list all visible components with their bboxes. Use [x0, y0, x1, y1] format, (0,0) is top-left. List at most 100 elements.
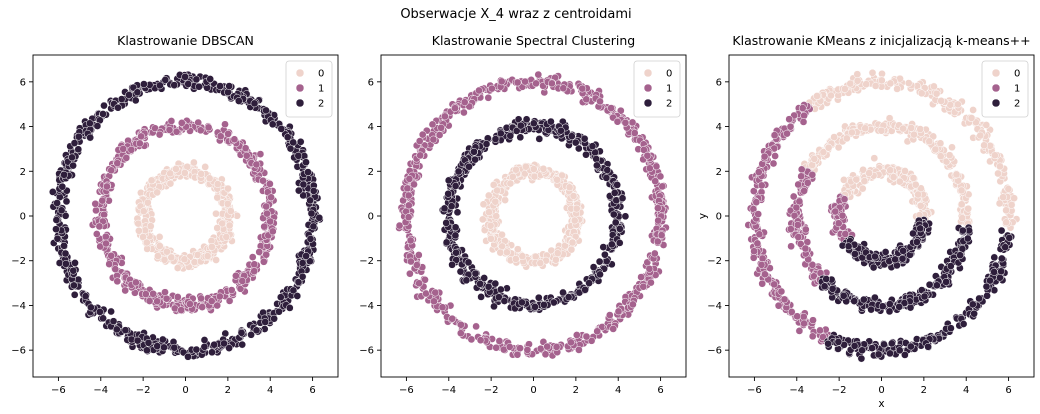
data-point-cluster-1: [755, 230, 764, 239]
data-point-cluster-1: [267, 193, 275, 202]
data-point-cluster-0: [496, 248, 505, 257]
data-point-cluster-1: [216, 132, 225, 141]
data-point-cluster-2: [891, 255, 899, 264]
data-point-cluster-1: [431, 288, 440, 297]
data-point-cluster-2: [294, 151, 303, 160]
data-point-cluster-1: [532, 79, 540, 88]
data-point-cluster-0: [952, 170, 961, 179]
data-point-cluster-1: [801, 244, 810, 253]
data-point-cluster-1: [630, 129, 639, 137]
data-point-cluster-1: [794, 233, 803, 241]
chart-panel-1: Klastrowanie DBSCAN−6 −4 −2 0 2 4 6−6−4−202460…: [11, 33, 339, 396]
data-point-cluster-2: [613, 181, 622, 189]
data-point-cluster-2: [309, 222, 318, 231]
data-point-cluster-2: [315, 213, 324, 222]
data-point-cluster-2: [946, 262, 955, 270]
data-point-cluster-0: [813, 92, 821, 100]
data-point-cluster-1: [795, 327, 804, 335]
x-tick-label: 0: [182, 385, 188, 396]
data-point-cluster-2: [482, 140, 491, 148]
data-point-cluster-2: [74, 132, 83, 141]
data-point-cluster-2: [547, 117, 555, 126]
data-point-cluster-2: [880, 340, 888, 349]
data-point-cluster-2: [307, 209, 316, 218]
data-point-cluster-2: [153, 342, 162, 350]
data-point-cluster-1: [838, 211, 847, 220]
data-point-cluster-1: [165, 126, 174, 134]
data-point-cluster-0: [899, 124, 907, 133]
data-point-cluster-2: [609, 210, 618, 219]
legend-marker-1: [295, 83, 305, 93]
data-point-cluster-0: [1004, 185, 1013, 193]
data-point-cluster-1: [513, 350, 522, 359]
data-point-cluster-2: [86, 133, 95, 142]
data-point-cluster-0: [827, 91, 835, 100]
data-point-cluster-0: [491, 197, 500, 206]
data-point-cluster-1: [607, 104, 615, 112]
data-point-cluster-0: [865, 169, 873, 177]
data-point-cluster-2: [535, 135, 544, 143]
data-point-cluster-2: [192, 75, 201, 84]
data-point-cluster-1: [643, 151, 652, 160]
data-point-cluster-2: [454, 167, 463, 176]
data-point-cluster-2: [444, 176, 453, 185]
data-point-cluster-2: [238, 340, 247, 349]
data-point-cluster-0: [877, 76, 886, 85]
data-point-cluster-1: [242, 151, 251, 160]
data-point-cluster-1: [405, 175, 414, 183]
x-tick-label: −6: [399, 385, 414, 396]
data-point-cluster-1: [98, 196, 107, 205]
data-point-cluster-2: [304, 168, 312, 176]
data-point-cluster-0: [886, 166, 895, 175]
data-point-cluster-1: [647, 278, 655, 287]
y-tick-label: 2: [368, 167, 374, 178]
data-point-cluster-1: [266, 217, 275, 226]
data-point-cluster-0: [218, 219, 227, 228]
data-point-cluster-1: [808, 170, 817, 179]
data-point-cluster-0: [518, 252, 527, 261]
data-point-cluster-2: [225, 82, 234, 90]
data-point-cluster-1: [629, 300, 637, 309]
data-point-cluster-1: [404, 201, 413, 210]
legend-label-1: 1: [318, 84, 324, 95]
data-point-cluster-1: [416, 151, 425, 160]
data-point-cluster-0: [861, 124, 870, 133]
data-point-cluster-2: [181, 73, 189, 81]
data-point-cluster-0: [1007, 201, 1016, 209]
data-point-cluster-1: [259, 257, 268, 266]
data-point-cluster-2: [571, 138, 580, 147]
data-point-cluster-1: [605, 311, 614, 319]
data-point-cluster-0: [529, 165, 538, 173]
data-point-cluster-2: [107, 307, 115, 316]
data-point-cluster-0: [917, 89, 926, 98]
data-point-cluster-0: [936, 139, 945, 148]
data-point-cluster-2: [68, 153, 76, 162]
data-point-cluster-0: [508, 172, 517, 181]
data-point-cluster-1: [404, 213, 413, 222]
y-tick-label: −2: [11, 256, 26, 267]
x-tick-label: −4: [93, 385, 108, 396]
data-point-cluster-1: [221, 120, 229, 129]
data-point-cluster-0: [153, 188, 161, 197]
data-point-cluster-0: [539, 164, 548, 173]
data-point-cluster-1: [91, 199, 100, 208]
data-point-cluster-0: [147, 176, 156, 185]
data-point-cluster-1: [406, 269, 414, 278]
data-point-cluster-2: [170, 343, 179, 352]
data-point-cluster-1: [786, 225, 795, 233]
data-point-cluster-1: [484, 93, 493, 102]
data-point-cluster-1: [793, 221, 802, 229]
data-point-cluster-0: [503, 248, 511, 257]
data-point-cluster-2: [529, 119, 538, 128]
data-point-cluster-1: [831, 207, 840, 216]
y-tick-label: −4: [359, 301, 374, 312]
data-point-cluster-2: [912, 335, 921, 343]
data-point-cluster-2: [611, 218, 620, 227]
data-point-cluster-0: [910, 130, 918, 139]
data-point-cluster-0: [530, 172, 539, 181]
data-point-cluster-1: [105, 260, 114, 268]
data-point-cluster-2: [956, 251, 964, 260]
data-point-cluster-0: [931, 145, 940, 154]
data-point-cluster-2: [451, 223, 460, 232]
data-point-cluster-2: [615, 239, 624, 247]
